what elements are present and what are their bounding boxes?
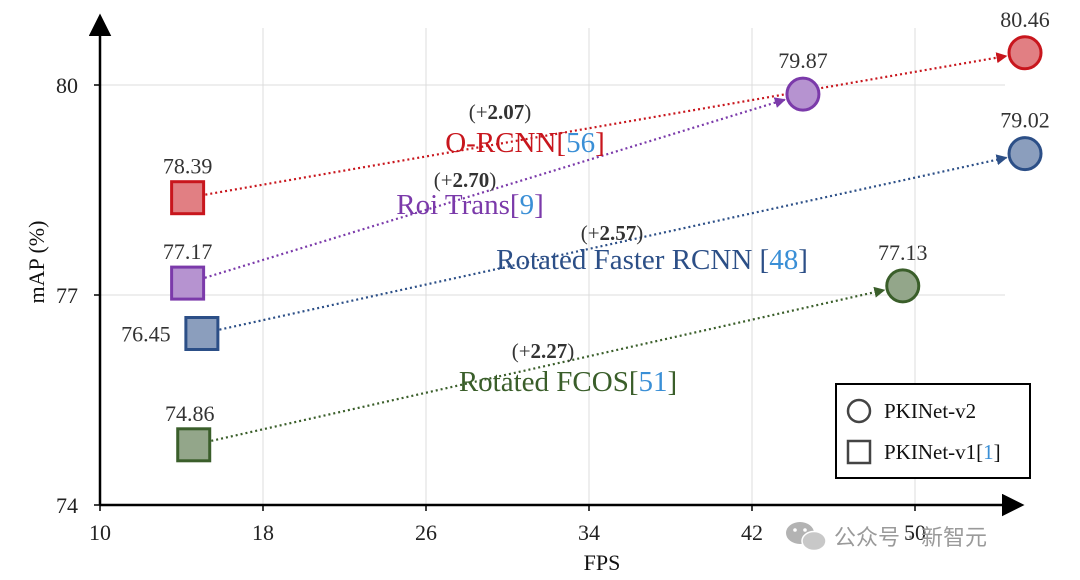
- x-tick-label: 34: [578, 520, 600, 545]
- gain-value: 2.27: [531, 339, 568, 363]
- gain-suffix: ): [636, 221, 643, 245]
- v1-square-marker: [170, 180, 206, 216]
- gain-annotation: (+2.07): [469, 100, 532, 124]
- y-tick-label: 74: [56, 493, 78, 518]
- ref-bracket: ]: [798, 244, 808, 276]
- ticks: 10 18 26 34 42 50 74 77 80: [56, 73, 926, 545]
- grid: [100, 28, 1005, 505]
- ref-bracket: ]: [668, 366, 678, 398]
- data-label: 77.13: [878, 240, 928, 265]
- data-label: 74.86: [165, 401, 215, 426]
- data-label: 78.39: [163, 154, 213, 179]
- ref-bracket: [: [556, 127, 566, 159]
- x-tick-label: 10: [89, 520, 111, 545]
- v1-square-marker: [170, 265, 206, 301]
- v1-square-marker: [176, 427, 212, 463]
- gain-suffix: ): [567, 339, 574, 363]
- gain-suffix: ): [524, 100, 531, 124]
- data-label: 76.45: [121, 322, 171, 347]
- data-label: 77.17: [163, 239, 213, 264]
- legend-suffix: ]: [994, 440, 1001, 464]
- series-markers: [170, 35, 1043, 463]
- v2-circle-marker: [1007, 35, 1043, 71]
- x-tick-label: 50: [904, 520, 926, 545]
- x-tick-label: 26: [415, 520, 437, 545]
- ref-bracket: ]: [595, 127, 605, 159]
- annotations: 78.3980.46(+2.07)O-RCNN[56]77.1779.87(+2…: [121, 7, 1050, 426]
- gain-prefix: (+: [512, 339, 531, 363]
- method-label: O-RCNN[56]: [445, 127, 605, 159]
- y-tick-label: 77: [56, 283, 78, 308]
- gain-value: 2.70: [453, 168, 490, 192]
- axes: [88, 13, 1025, 517]
- gain-annotation: (+2.57): [581, 221, 644, 245]
- ref-number: 9: [520, 189, 535, 221]
- series-lines: [204, 52, 1008, 442]
- ref-bracket: [: [629, 366, 639, 398]
- legend-label: PKINet-v2: [884, 399, 976, 423]
- connector-line: [205, 52, 1008, 196]
- data-label: 80.46: [1000, 7, 1050, 32]
- method-name: Rotated FCOS: [459, 366, 629, 398]
- gain-value: 2.57: [600, 221, 637, 245]
- legend-square-marker: [846, 439, 872, 465]
- v1-square-marker: [184, 316, 220, 351]
- y-axis-title: mAP (%): [24, 221, 49, 304]
- ref-bracket: ]: [534, 189, 544, 221]
- v2-circle-marker: [1007, 136, 1043, 172]
- data-label: 79.02: [1000, 108, 1050, 133]
- gain-annotation: (+2.70): [434, 168, 497, 192]
- method-label: Rotated FCOS[51]: [459, 366, 677, 398]
- gain-value: 2.07: [488, 100, 525, 124]
- legend-name: PKINet-v1[: [884, 440, 983, 464]
- legend-circle-marker: [846, 398, 872, 424]
- connector-line: [219, 154, 1008, 331]
- x-tick-label: 42: [741, 520, 763, 545]
- method-label: Rotated Faster RCNN [48]: [496, 244, 808, 276]
- connector-line: [204, 97, 786, 279]
- ref-number: 51: [639, 366, 668, 398]
- ref-bracket: [: [760, 244, 770, 276]
- v2-circle-marker: [785, 76, 821, 112]
- gain-prefix: (+: [469, 100, 488, 124]
- y-tick-label: 80: [56, 73, 78, 98]
- gain-prefix: (+: [434, 168, 453, 192]
- data-label: 79.87: [778, 48, 828, 73]
- gain-annotation: (+2.27): [512, 339, 575, 363]
- watermark-text: 公众号 · 新智元: [834, 526, 987, 551]
- ref-number: 56: [566, 127, 595, 159]
- x-axis-title: FPS: [584, 550, 621, 575]
- wechat-icon: [786, 522, 827, 552]
- gain-suffix: ): [489, 168, 496, 192]
- x-tick-label: 18: [252, 520, 274, 545]
- method-name: Roi Trans: [396, 189, 510, 221]
- method-label: Roi Trans[9]: [396, 189, 543, 221]
- ref-bracket: [: [510, 189, 520, 221]
- v2-circle-marker: [885, 268, 921, 304]
- legend: PKINet-v2 PKINet-v1[1]: [835, 383, 1031, 479]
- legend-name: PKINet-v2: [884, 399, 976, 423]
- legend-label: PKINet-v1[1]: [884, 440, 1001, 464]
- gain-prefix: (+: [581, 221, 600, 245]
- method-name: Rotated Faster RCNN: [496, 244, 759, 276]
- ref-number: 48: [769, 244, 798, 276]
- watermark: 公众号 · 新智元: [786, 522, 987, 552]
- legend-ref: 1: [983, 440, 994, 464]
- method-name: O-RCNN: [445, 127, 556, 159]
